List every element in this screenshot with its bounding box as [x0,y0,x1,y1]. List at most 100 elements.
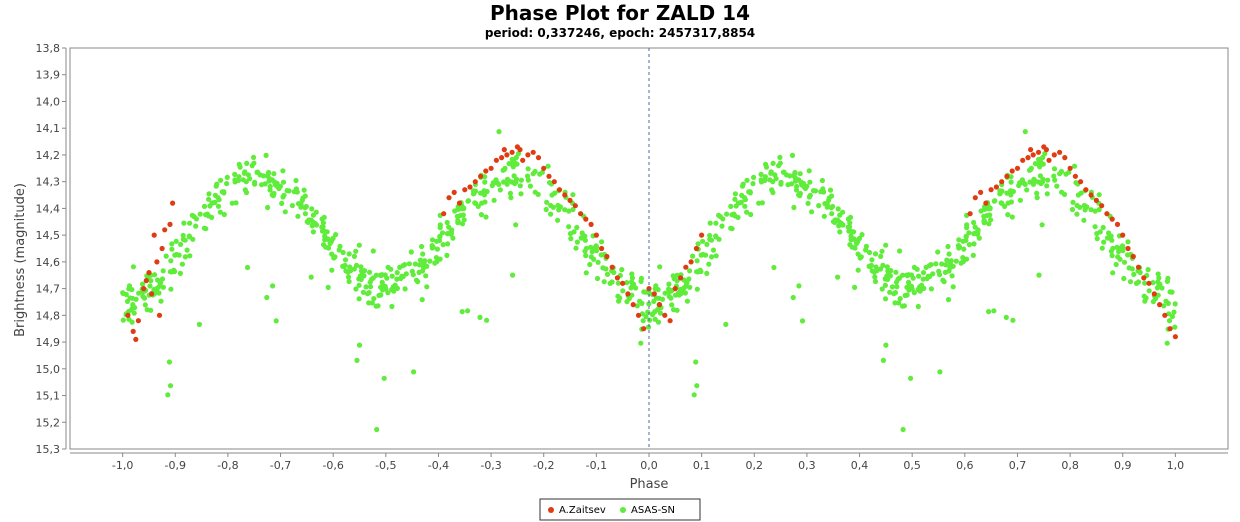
data-point-asas-sn [900,272,906,278]
data-point-asas-sn [1166,318,1173,324]
chart-title: Phase Plot for ZALD 14 [490,1,750,25]
data-point-a-zaitsev [1104,211,1110,217]
data-point-asas-sn [1061,191,1068,197]
data-point-asas-sn [807,192,813,198]
data-point-asas-sn [785,182,791,188]
data-point-asas-sn [1051,166,1058,172]
data-point-asas-sn [343,268,349,274]
data-point-asas-sn [1009,214,1015,220]
data-point-asas-sn [511,173,517,179]
data-point-asas-sn [878,253,884,259]
data-point-asas-sn [484,317,490,323]
data-point-asas-sn [744,177,750,183]
data-point-asas-sn [916,273,922,279]
data-point-asas-sn [792,170,798,176]
data-point-asas-sn [879,286,885,292]
y-tick-label: 14,6 [36,256,61,269]
data-point-asas-sn [787,173,793,179]
data-point-asas-sn [802,185,809,192]
data-point-asas-sn [291,189,297,195]
data-point-asas-sn [201,225,207,231]
data-point-asas-sn [966,230,972,236]
data-point-asas-sn [1156,275,1162,281]
data-point-asas-sn [763,164,770,170]
data-point-asas-sn [197,211,203,217]
data-point-asas-sn [525,166,531,172]
data-point-a-zaitsev [1130,253,1136,260]
data-point-asas-sn [329,251,335,257]
data-point-asas-sn [1167,289,1173,295]
legend-swatch-a-zaitsev [548,507,554,513]
data-point-asas-sn [147,283,153,289]
data-point-a-zaitsev [517,147,523,153]
data-point-asas-sn [873,264,879,270]
data-point-asas-sn [567,231,574,237]
data-point-asas-sn [847,220,853,226]
data-point-a-zaitsev [1120,232,1126,238]
data-point-asas-sn [594,275,601,282]
data-point-asas-sn [337,243,343,249]
data-point-a-zaitsev [620,280,626,286]
data-point-asas-sn [640,318,646,324]
data-point-asas-sn [1003,314,1009,320]
data-point-asas-sn [141,295,148,301]
data-point-asas-sn [920,270,927,276]
data-point-asas-sn [354,357,360,363]
data-point-asas-sn [279,200,285,206]
data-point-asas-sn [894,284,900,290]
data-point-asas-sn [1071,163,1078,169]
data-point-asas-sn [1161,303,1167,309]
data-point-asas-sn [363,284,369,290]
data-point-a-zaitsev [688,259,694,265]
data-point-asas-sn [323,244,329,250]
data-point-asas-sn [852,284,858,290]
data-point-asas-sn [482,199,488,205]
data-point-asas-sn [807,179,813,185]
data-point-asas-sn [713,233,719,239]
data-point-asas-sn [177,270,183,276]
data-point-a-zaitsev [567,197,573,203]
data-point-asas-sn [751,174,757,180]
data-point-a-zaitsev [441,211,447,217]
data-point-asas-sn [662,290,668,296]
data-point-asas-sn [1142,280,1148,286]
data-point-asas-sn [709,254,715,260]
data-point-asas-sn [948,258,954,264]
data-point-asas-sn [333,232,339,238]
data-point-asas-sn [956,237,962,243]
data-point-asas-sn [127,295,133,301]
data-point-asas-sn [1024,187,1030,193]
data-point-a-zaitsev [530,149,536,155]
data-point-asas-sn [539,169,546,175]
data-point-a-zaitsev [683,264,689,270]
data-point-asas-sn [446,224,452,230]
data-point-asas-sn [356,282,362,288]
data-point-asas-sn [915,303,921,310]
data-point-asas-sn [987,212,993,218]
data-point-a-zaitsev [488,165,494,171]
data-point-asas-sn [482,174,488,180]
data-point-asas-sn [629,271,635,277]
x-tick-label: 1,0 [1167,459,1185,472]
data-point-a-zaitsev [662,312,668,318]
data-point-asas-sn [265,170,272,176]
data-point-asas-sn [1133,280,1140,286]
data-point-asas-sn [880,357,887,363]
data-point-asas-sn [724,211,730,217]
data-point-asas-sn [927,273,933,280]
data-point-asas-sn [187,253,193,259]
data-point-a-zaitsev [151,232,157,238]
data-point-asas-sn [550,204,557,210]
data-point-a-zaitsev [609,264,615,270]
data-point-asas-sn [167,383,174,389]
data-point-asas-sn [1155,271,1161,277]
data-point-asas-sn [771,264,777,271]
data-point-asas-sn [700,238,706,244]
data-point-asas-sn [260,173,267,179]
data-point-a-zaitsev [478,173,484,179]
data-point-asas-sn [570,207,576,213]
legend-swatch-asas-sn [620,507,626,513]
y-tick-label: 14,0 [36,95,61,108]
series-asas-sn [120,129,1178,433]
data-point-a-zaitsev [578,211,584,217]
